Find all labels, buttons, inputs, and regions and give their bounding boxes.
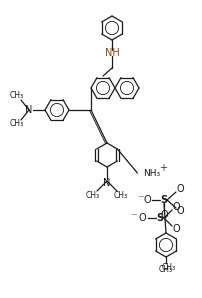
Text: O: O — [171, 202, 179, 212]
Text: +: + — [159, 163, 167, 173]
Text: O: O — [138, 213, 145, 223]
Text: S: S — [156, 213, 163, 223]
Text: CH₃: CH₃ — [10, 119, 24, 128]
Text: O: O — [142, 195, 150, 205]
Text: N: N — [103, 178, 110, 188]
Text: CH₃: CH₃ — [85, 190, 100, 199]
Text: O: O — [175, 206, 183, 216]
Text: CH₃: CH₃ — [158, 265, 172, 274]
Text: O: O — [159, 210, 167, 220]
Text: ⁻: ⁻ — [129, 212, 136, 224]
Text: O: O — [171, 224, 179, 234]
Text: NH: NH — [104, 48, 119, 58]
Text: CH₃: CH₃ — [113, 190, 127, 199]
Text: ⁻: ⁻ — [136, 193, 143, 207]
Text: CH₃: CH₃ — [10, 91, 24, 100]
Text: NH₃: NH₃ — [143, 168, 160, 178]
Text: N: N — [25, 105, 33, 115]
Text: CH₃: CH₃ — [161, 263, 175, 271]
Text: S: S — [160, 195, 167, 205]
Text: O: O — [175, 184, 183, 194]
